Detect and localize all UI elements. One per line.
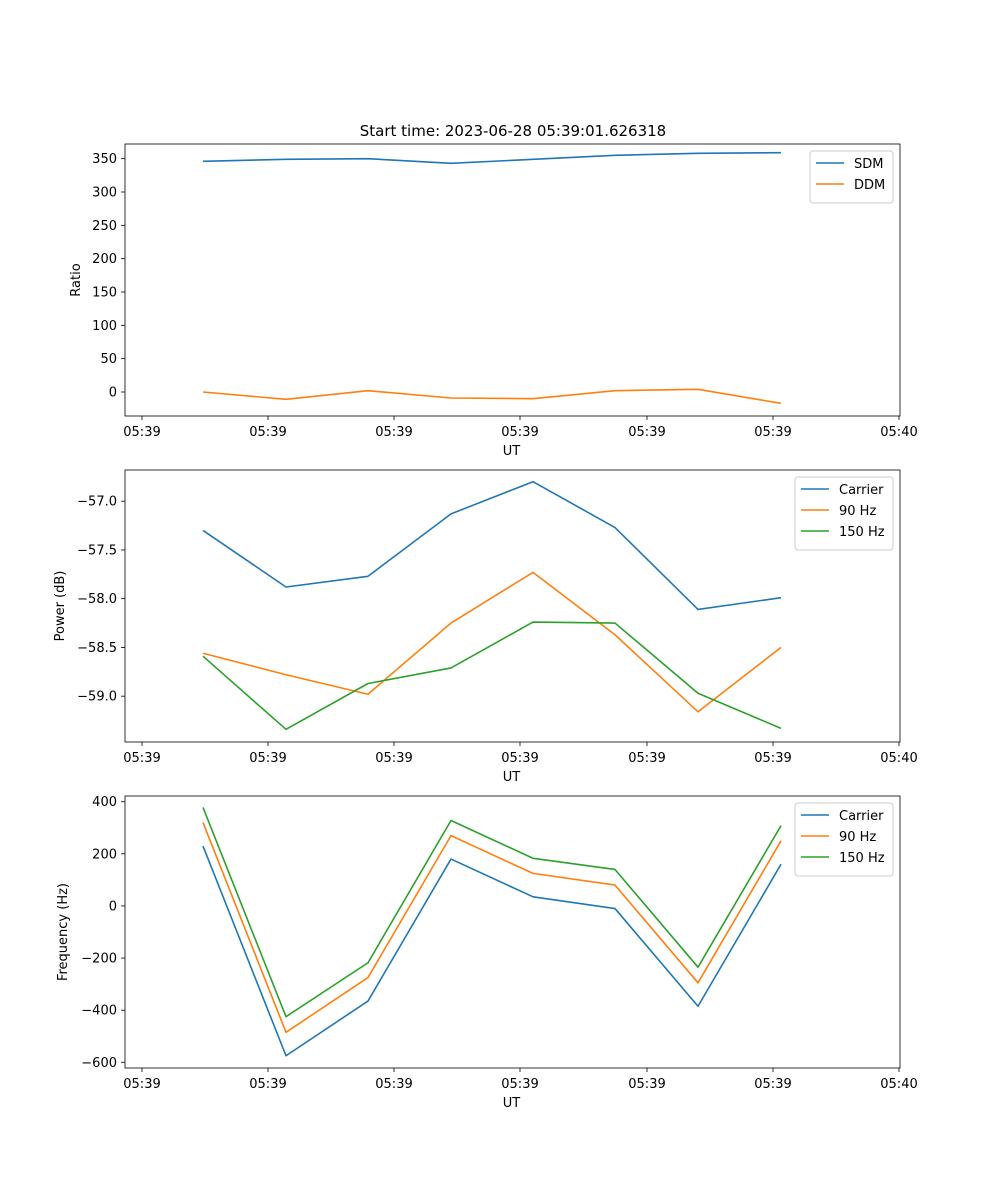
x-axis-label: UT xyxy=(503,770,521,785)
x-tick-label: 05:39 xyxy=(628,1077,665,1092)
x-tick-label: 05:39 xyxy=(501,751,538,766)
axes-frame xyxy=(124,795,901,1069)
legend-label: Carrier xyxy=(839,809,884,824)
x-tick-label: 05:39 xyxy=(249,425,286,440)
x-tick-label: 05:39 xyxy=(628,425,665,440)
legend-box xyxy=(809,150,894,204)
chart-panel-1: 05:39 05:39 05:39 05:39 05:39 05:39 05:40 0 50 10… xyxy=(69,143,918,459)
y-axis-label: Power (dB) xyxy=(53,571,68,642)
y-tick-label: 150 xyxy=(92,286,117,301)
axes-frame xyxy=(124,143,901,417)
y-tick-label: −58.0 xyxy=(77,592,117,607)
y-tick-label: 300 xyxy=(92,186,117,201)
y-tick-label: −57.5 xyxy=(77,543,117,558)
figure-title: Start time: 2023-06-28 05:39:01.626318 xyxy=(360,122,666,140)
x-tick-label: 05:39 xyxy=(123,751,160,766)
legend-label: 150 Hz xyxy=(839,525,885,540)
y-axis-label: Ratio xyxy=(69,263,84,296)
y-tick-label: −200 xyxy=(81,952,117,967)
x-axis-label: UT xyxy=(503,444,521,459)
x-tick-label: 05:39 xyxy=(375,751,412,766)
legend-label: DDM xyxy=(854,178,885,193)
axes-frame xyxy=(124,469,901,743)
x-axis-label: UT xyxy=(503,1096,521,1111)
series-line-150-hz xyxy=(202,621,782,731)
legend-label: 90 Hz xyxy=(839,504,876,519)
chart-panel-2: 05:39 05:39 05:39 05:39 05:39 05:39 05:40 −59.0… xyxy=(53,469,918,785)
series-line-carrier xyxy=(202,845,782,1057)
x-tick-label: 05:39 xyxy=(249,751,286,766)
series-line-carrier xyxy=(202,480,782,611)
x-tick-label: 05:39 xyxy=(375,425,412,440)
legend: Carrier 90 Hz 150 Hz xyxy=(794,802,894,877)
legend-label: SDM xyxy=(854,157,883,172)
series-line-90-hz xyxy=(202,571,782,713)
x-tick-label: 05:39 xyxy=(123,425,160,440)
legend-label: Carrier xyxy=(839,483,884,498)
chart-panel-3: 05:39 05:39 05:39 05:39 05:39 05:39 05:40 −600 −… xyxy=(56,795,918,1111)
x-tick-label: 05:39 xyxy=(628,751,665,766)
y-tick-label: 0 xyxy=(109,386,117,401)
series-line-90-hz xyxy=(202,822,782,1034)
series-line-ddm xyxy=(202,388,782,405)
x-tick-label: 05:39 xyxy=(375,1077,412,1092)
x-tick-label: 05:40 xyxy=(880,1077,917,1092)
x-tick-label: 05:39 xyxy=(754,751,791,766)
series-line-sdm xyxy=(202,151,782,165)
y-tick-label: −58.5 xyxy=(77,641,117,656)
x-tick-label: 05:39 xyxy=(754,1077,791,1092)
y-tick-label: 50 xyxy=(100,352,117,367)
legend: SDM DDM xyxy=(809,150,894,204)
x-tick-label: 05:39 xyxy=(754,425,791,440)
x-tick-label: 05:40 xyxy=(880,751,917,766)
y-tick-label: −57.0 xyxy=(77,495,117,510)
x-tick-label: 05:39 xyxy=(501,425,538,440)
legend-label: 150 Hz xyxy=(839,851,885,866)
y-tick-label: 0 xyxy=(109,899,117,914)
y-tick-label: 250 xyxy=(92,219,117,234)
legend-label: 90 Hz xyxy=(839,830,876,845)
series-line-150-hz xyxy=(202,807,782,1018)
legend: Carrier 90 Hz 150 Hz xyxy=(794,476,894,551)
y-tick-label: −400 xyxy=(81,1004,117,1019)
y-tick-label: 400 xyxy=(92,795,117,810)
y-tick-label: 350 xyxy=(92,152,117,167)
x-tick-label: 05:39 xyxy=(249,1077,286,1092)
x-tick-label: 05:40 xyxy=(880,425,917,440)
y-tick-label: 200 xyxy=(92,847,117,862)
y-tick-label: 100 xyxy=(92,319,117,334)
y-axis-label: Frequency (Hz) xyxy=(56,883,71,981)
y-tick-label: 200 xyxy=(92,252,117,267)
x-tick-label: 05:39 xyxy=(501,1077,538,1092)
x-tick-label: 05:39 xyxy=(123,1077,160,1092)
y-tick-label: −600 xyxy=(81,1056,117,1071)
y-tick-label: −59.0 xyxy=(77,690,117,705)
